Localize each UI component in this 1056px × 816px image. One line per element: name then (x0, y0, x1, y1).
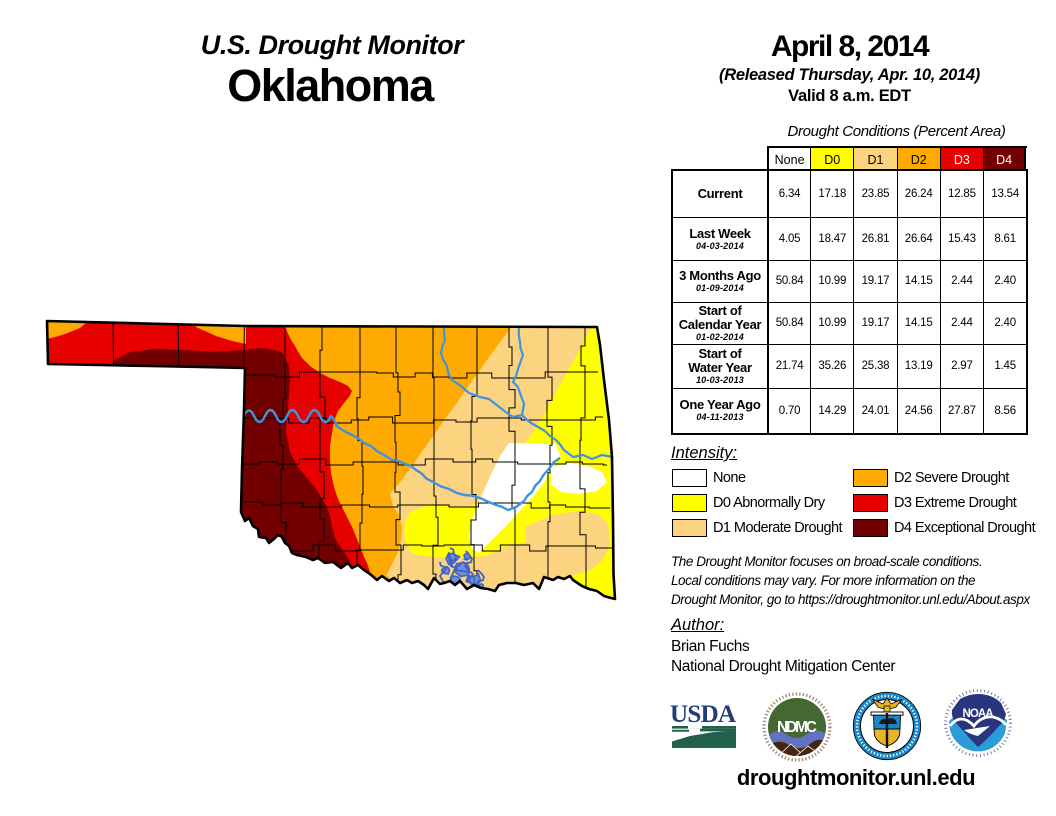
svg-text:NDMC: NDMC (777, 719, 817, 736)
svg-text:USDA: USDA (670, 701, 736, 728)
svg-text:NOAA: NOAA (963, 708, 994, 720)
